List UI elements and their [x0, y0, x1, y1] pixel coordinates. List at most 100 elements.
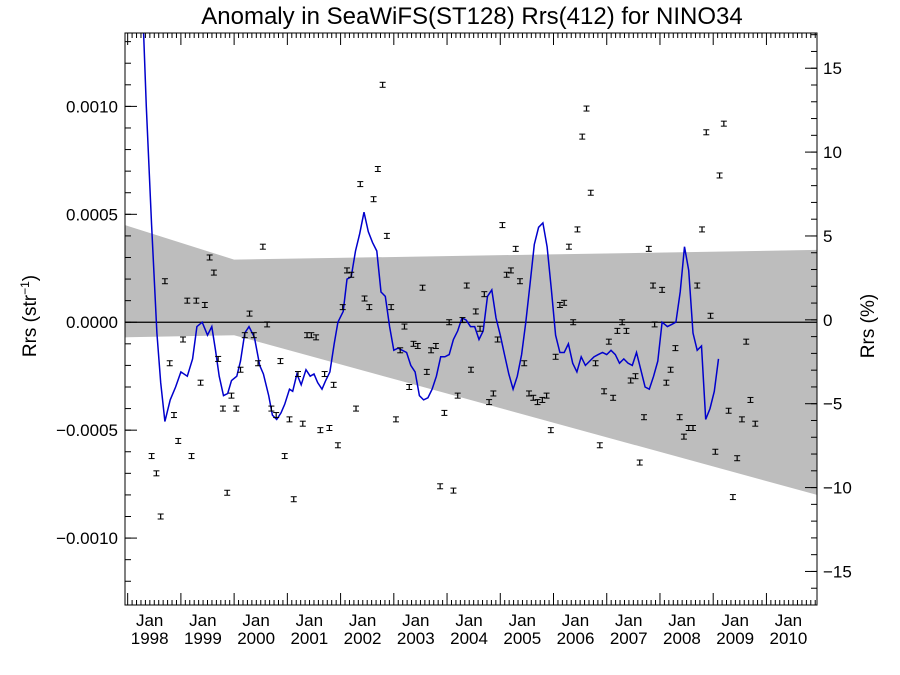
data-point-42 — [330, 381, 337, 388]
data-point-80 — [499, 222, 506, 229]
data-point-114 — [650, 282, 657, 289]
data-point-38 — [313, 334, 320, 341]
y-right-tick-label: 5 — [823, 227, 832, 246]
data-point-11 — [193, 297, 200, 304]
data-point-60 — [410, 340, 417, 347]
data-point-37 — [308, 332, 315, 339]
data-point-65 — [432, 342, 439, 349]
data-point-108 — [623, 327, 630, 334]
data-point-101 — [592, 360, 599, 367]
x-tick-label-month: Jan — [455, 611, 482, 630]
uncertainty-band-layer — [125, 225, 817, 495]
data-point-41 — [326, 425, 333, 432]
data-point-81 — [503, 271, 510, 278]
data-point-107 — [619, 319, 626, 326]
y-right-tick-label: −10 — [823, 479, 852, 498]
data-point-90 — [543, 392, 550, 399]
x-tick-label-month: Jan — [775, 611, 802, 630]
data-point-105 — [610, 394, 617, 401]
data-point-104 — [605, 338, 612, 345]
data-point-48 — [357, 181, 364, 188]
x-tick-label-year: 2003 — [397, 629, 435, 648]
x-tick-label-month: Jan — [189, 611, 216, 630]
x-tick-label-year: 2007 — [610, 629, 648, 648]
data-point-91 — [547, 427, 554, 434]
chart-title: Anomaly in SeaWiFS(ST128) Rrs(412) for N… — [201, 3, 743, 30]
data-point-135 — [747, 396, 754, 403]
data-point-51 — [370, 196, 377, 203]
data-point-13 — [201, 301, 208, 308]
data-point-49 — [361, 295, 368, 302]
data-point-31 — [281, 453, 288, 460]
data-point-40 — [321, 371, 328, 378]
data-point-1 — [148, 453, 155, 460]
y-axis-right: 15 10 5 0 −5 −10 −15 — [805, 34, 852, 606]
data-point-73 — [468, 366, 474, 373]
data-point-35 — [299, 420, 306, 427]
y-right-tick-label: −15 — [823, 562, 852, 581]
data-point-119 — [676, 414, 683, 421]
y-axis-left-label: Rrs (str−1) — [18, 275, 41, 357]
x-tick-label-year: 2010 — [770, 629, 808, 648]
data-point-117 — [667, 366, 674, 373]
data-point-26 — [259, 243, 266, 250]
data-point-106 — [614, 327, 621, 334]
x-tick-label-year: 1998 — [131, 629, 169, 648]
data-point-24 — [250, 332, 257, 339]
data-point-70 — [454, 392, 461, 399]
data-point-28 — [268, 405, 275, 412]
data-point-103 — [601, 388, 608, 395]
data-point-47 — [353, 405, 360, 412]
x-tick-label-month: Jan — [136, 611, 163, 630]
data-point-58 — [401, 323, 408, 330]
data-point-134 — [743, 338, 750, 345]
y-axis-right-label: Rrs (%) — [858, 294, 879, 358]
data-point-18 — [224, 489, 231, 496]
data-point-132 — [734, 455, 741, 462]
data-point-116 — [663, 379, 670, 386]
data-point-59 — [406, 383, 413, 390]
data-point-128 — [716, 172, 723, 179]
data-point-97 — [574, 226, 581, 233]
data-point-22 — [241, 332, 248, 339]
data-point-111 — [636, 459, 643, 466]
y-axis-left: 0.0010 0.0005 0.0000 −0.0005 −0.0010 — [56, 41, 137, 582]
series-line-1 — [142, 32, 720, 422]
data-point-14 — [206, 254, 213, 261]
data-point-88 — [534, 399, 541, 406]
data-point-56 — [392, 416, 399, 423]
x-tick-label-month: Jan — [242, 611, 269, 630]
data-point-93 — [556, 301, 563, 308]
data-point-54 — [383, 232, 390, 239]
data-point-110 — [632, 373, 639, 380]
data-point-113 — [645, 245, 652, 252]
points-layer — [148, 81, 759, 520]
data-point-125 — [703, 129, 710, 136]
x-tick-label-month: Jan — [509, 611, 536, 630]
data-point-86 — [526, 390, 533, 397]
data-point-21 — [237, 366, 244, 373]
data-point-89 — [539, 396, 546, 403]
data-point-44 — [339, 304, 346, 311]
data-point-10 — [188, 453, 195, 460]
y-axis-left-label-close: ) — [20, 275, 41, 281]
data-point-46 — [348, 271, 355, 278]
data-point-23 — [246, 310, 253, 317]
data-point-102 — [596, 442, 603, 449]
data-point-82 — [507, 267, 514, 274]
data-point-20 — [233, 405, 240, 412]
data-point-109 — [627, 377, 634, 384]
x-tick-label-year: 2002 — [344, 629, 382, 648]
data-point-112 — [641, 414, 647, 421]
data-point-7 — [175, 437, 182, 444]
data-point-8 — [180, 336, 187, 343]
data-point-71 — [459, 317, 466, 324]
data-point-50 — [366, 304, 373, 311]
data-point-92 — [552, 353, 559, 360]
data-point-136 — [752, 420, 759, 427]
data-point-3 — [157, 513, 164, 520]
y-right-tick-label: 0 — [823, 311, 832, 330]
data-point-30 — [277, 358, 284, 365]
data-point-52 — [374, 165, 381, 172]
data-point-127 — [712, 448, 719, 455]
